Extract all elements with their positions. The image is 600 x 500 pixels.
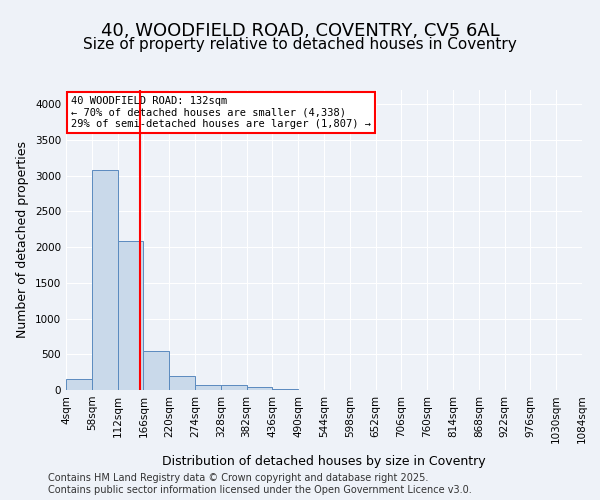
Bar <box>143 350 169 390</box>
Text: Contains HM Land Registry data © Crown copyright and database right 2025.
Contai: Contains HM Land Registry data © Crown c… <box>48 474 472 495</box>
X-axis label: Distribution of detached houses by size in Coventry: Distribution of detached houses by size … <box>162 454 486 468</box>
Bar <box>195 384 221 390</box>
Bar <box>66 380 92 390</box>
Text: Size of property relative to detached houses in Coventry: Size of property relative to detached ho… <box>83 38 517 52</box>
Bar <box>118 242 143 390</box>
Bar <box>169 376 195 390</box>
Bar <box>92 170 118 390</box>
Bar <box>221 386 247 390</box>
Bar <box>272 388 298 390</box>
Bar <box>247 387 272 390</box>
Text: 40 WOODFIELD ROAD: 132sqm
← 70% of detached houses are smaller (4,338)
29% of se: 40 WOODFIELD ROAD: 132sqm ← 70% of detac… <box>71 96 371 129</box>
Y-axis label: Number of detached properties: Number of detached properties <box>16 142 29 338</box>
Text: 40, WOODFIELD ROAD, COVENTRY, CV5 6AL: 40, WOODFIELD ROAD, COVENTRY, CV5 6AL <box>101 22 499 40</box>
